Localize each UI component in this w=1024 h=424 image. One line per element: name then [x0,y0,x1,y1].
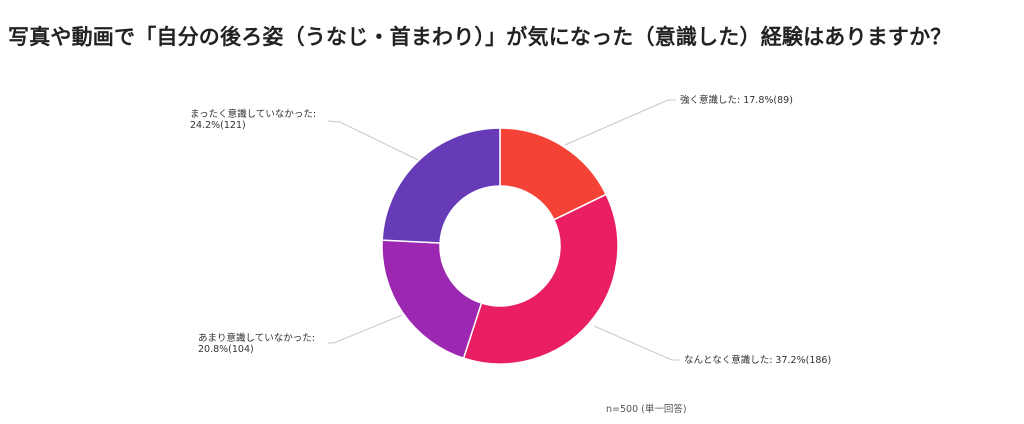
label-somewhat: なんとなく意識した: 37.2%(186) [684,355,831,366]
label-not-much: あまり意識していなかった: 20.8%(104) [198,333,315,355]
label-not-at-all-name: まったく意識していなかった: [190,109,317,120]
label-somewhat-text: なんとなく意識した: 37.2%(186) [684,355,832,366]
leader-line-strong [564,99,676,146]
label-not-at-all: まったく意識していなかった: 24.2%(121) [190,109,316,131]
label-not-much-value: 20.8%(104) [198,344,254,355]
label-not-much-name: あまり意識していなかった: [198,333,315,344]
slice-not-at-all [381,127,501,244]
label-strong: 強く意識した: 17.8%(89) [680,95,793,106]
sample-note: n=500 (単一回答) [606,404,687,415]
label-strong-text: 強く意識した: 17.8%(89) [680,95,793,106]
leader-lines [327,99,680,361]
leader-line-not-much [328,314,403,344]
label-not-at-all-value: 24.2%(121) [190,120,246,131]
donut-slices [381,127,619,365]
leader-line-somewhat [593,325,680,361]
chart-title: 写真や動画で「自分の後ろ姿（うなじ・首まわり）」が気になった（意識した）経験はあ… [8,25,952,49]
slice-not-much [381,239,483,360]
leader-line-not-at-all [327,120,419,161]
slice-somewhat [462,193,619,365]
